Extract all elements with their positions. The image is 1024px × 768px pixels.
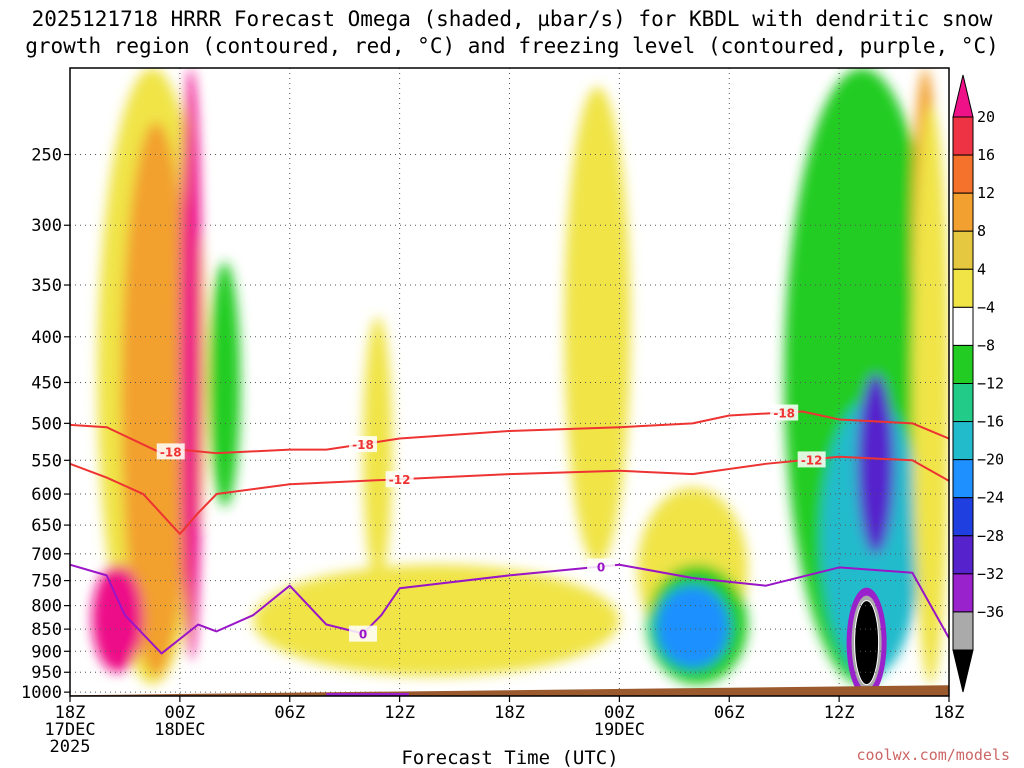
x-tick-label-36-0: 06Z bbox=[714, 703, 745, 723]
colorbar-band-12 bbox=[952, 573, 974, 613]
contour-label-bg--18-2 bbox=[770, 404, 799, 421]
colorbar-over-triangle bbox=[952, 74, 974, 118]
ground-layer bbox=[70, 685, 949, 696]
ground-fill bbox=[70, 685, 949, 696]
contour-label--18-2: -18 bbox=[773, 407, 795, 421]
x-tick-label-6-1: 18DEC bbox=[154, 720, 205, 740]
colorbar-band-13 bbox=[952, 611, 974, 651]
y-tick-label-850: 850 bbox=[31, 620, 62, 640]
omega-region-2 bbox=[179, 68, 202, 660]
x-tick-label-18-0: 12Z bbox=[384, 703, 415, 723]
omega-max-cell bbox=[846, 587, 887, 696]
colorbar-band-6 bbox=[952, 344, 974, 384]
contour-label-bg--18-1 bbox=[349, 436, 377, 453]
colorbar: 20 16 12 8 4 −4 −8 −12 −16 −20 −24 −28 −32 −36 bbox=[952, 74, 1004, 693]
colorbar-band-0 bbox=[952, 116, 974, 156]
contour-label-bg--18-0 bbox=[156, 443, 185, 460]
y-tick-label-350: 350 bbox=[31, 276, 62, 296]
colorbar-label-12: −32 bbox=[977, 565, 1004, 583]
contour-label--18-0: -18 bbox=[160, 445, 182, 459]
contour-label-bg-0-0 bbox=[349, 625, 377, 642]
colorbar-label-7: −12 bbox=[977, 375, 1004, 393]
credit-text: coolwx.com/models bbox=[856, 746, 1010, 764]
chart-title-line-1: 2025121718 HRRR Forecast Omega (shaded, … bbox=[32, 7, 993, 31]
x-tick-label-48-0: 18Z bbox=[934, 703, 965, 723]
colorbar-label-9: −20 bbox=[977, 451, 1004, 469]
colorbar-band-2 bbox=[952, 192, 974, 232]
y-tick-label-450: 450 bbox=[31, 373, 62, 393]
contour-label--12-0: -12 bbox=[389, 473, 411, 487]
contour-label--12-1: -12 bbox=[801, 453, 823, 467]
colorbar-label-6: −8 bbox=[977, 336, 995, 354]
x-tick-label-0-1: 17DEC bbox=[44, 720, 95, 740]
contour-label-bg--12-1 bbox=[797, 451, 826, 468]
y-tick-label-600: 600 bbox=[31, 485, 62, 505]
omega-shading bbox=[91, 68, 949, 685]
x-tick-label-42-0: 12Z bbox=[824, 703, 855, 723]
omega-region-5 bbox=[253, 564, 620, 677]
contour-label--18-1: -18 bbox=[352, 438, 374, 452]
colorbar-label-8: −16 bbox=[977, 413, 1004, 431]
max-cell-core bbox=[854, 600, 880, 686]
y-tick-label-1000: 1000 bbox=[21, 683, 62, 703]
y-tick-label-400: 400 bbox=[31, 328, 62, 348]
y-axis-ticks: 2503003504004505005506006507007508008509… bbox=[21, 146, 70, 703]
y-tick-label-650: 650 bbox=[31, 516, 62, 536]
colorbar-label-11: −28 bbox=[977, 527, 1004, 545]
colorbar-band-7 bbox=[952, 383, 974, 423]
contour-label-bg-0-1 bbox=[587, 558, 616, 575]
colorbar-band-5 bbox=[952, 306, 974, 346]
colorbar-band-9 bbox=[952, 459, 974, 499]
x-axis-label: Forecast Time (UTC) bbox=[401, 747, 618, 768]
y-tick-label-900: 900 bbox=[31, 642, 62, 662]
colorbar-label-3: 8 bbox=[977, 222, 986, 240]
x-tick-label-0-0: 18Z bbox=[55, 703, 86, 723]
y-tick-label-800: 800 bbox=[31, 597, 62, 617]
colorbar-band-3 bbox=[952, 230, 974, 270]
colorbar-label-13: −36 bbox=[977, 603, 1004, 621]
colorbar-under-triangle bbox=[952, 649, 974, 693]
contour-label-0-1: 0 bbox=[597, 561, 605, 575]
x-tick-label-6-0: 00Z bbox=[165, 703, 196, 723]
omega-region-13 bbox=[857, 373, 895, 554]
contour-labels: -18 -18 -18 -12 -12 0 0 bbox=[156, 404, 826, 642]
y-tick-label-700: 700 bbox=[31, 545, 62, 565]
colorbar-band-1 bbox=[952, 154, 974, 194]
y-tick-label-500: 500 bbox=[31, 414, 62, 434]
omega-region-4 bbox=[209, 262, 241, 507]
colorbar-label-10: −24 bbox=[977, 489, 1004, 507]
y-tick-label-950: 950 bbox=[31, 663, 62, 683]
contour-label-0-0: 0 bbox=[359, 628, 367, 642]
colorbar-label-0: 20 bbox=[977, 108, 995, 126]
colorbar-band-4 bbox=[952, 268, 974, 308]
colorbar-band-10 bbox=[952, 497, 974, 537]
x-tick-label-0-2: 2025 bbox=[50, 737, 91, 757]
plot-area: -18 -18 -18 -12 -12 0 0 bbox=[69, 67, 950, 697]
y-tick-label-250: 250 bbox=[31, 146, 62, 166]
x-tick-label-30-1: 19DEC bbox=[594, 720, 645, 740]
chart-title-line-2: growth region (contoured, red, °C) and f… bbox=[25, 34, 999, 58]
colorbar-label-5: −4 bbox=[977, 298, 995, 316]
colorbar-label-4: 4 bbox=[977, 260, 986, 278]
x-tick-label-30-0: 00Z bbox=[604, 703, 635, 723]
colorbar-band-11 bbox=[952, 535, 974, 575]
x-tick-label-24-0: 18Z bbox=[494, 703, 525, 723]
y-tick-label-300: 300 bbox=[31, 216, 62, 236]
y-tick-label-750: 750 bbox=[31, 572, 62, 592]
colorbar-label-2: 12 bbox=[977, 184, 995, 202]
omega-region-1 bbox=[121, 122, 191, 677]
x-tick-label-12-0: 06Z bbox=[274, 703, 305, 723]
contour-label-bg--12-0 bbox=[385, 471, 414, 488]
colorbar-band-8 bbox=[952, 421, 974, 461]
y-tick-label-550: 550 bbox=[31, 451, 62, 471]
omega-region-3 bbox=[91, 564, 144, 673]
colorbar-label-1: 16 bbox=[977, 146, 995, 164]
omega-region-10 bbox=[656, 585, 730, 669]
omega-region-15 bbox=[912, 104, 949, 685]
omega-region-7 bbox=[564, 86, 631, 565]
